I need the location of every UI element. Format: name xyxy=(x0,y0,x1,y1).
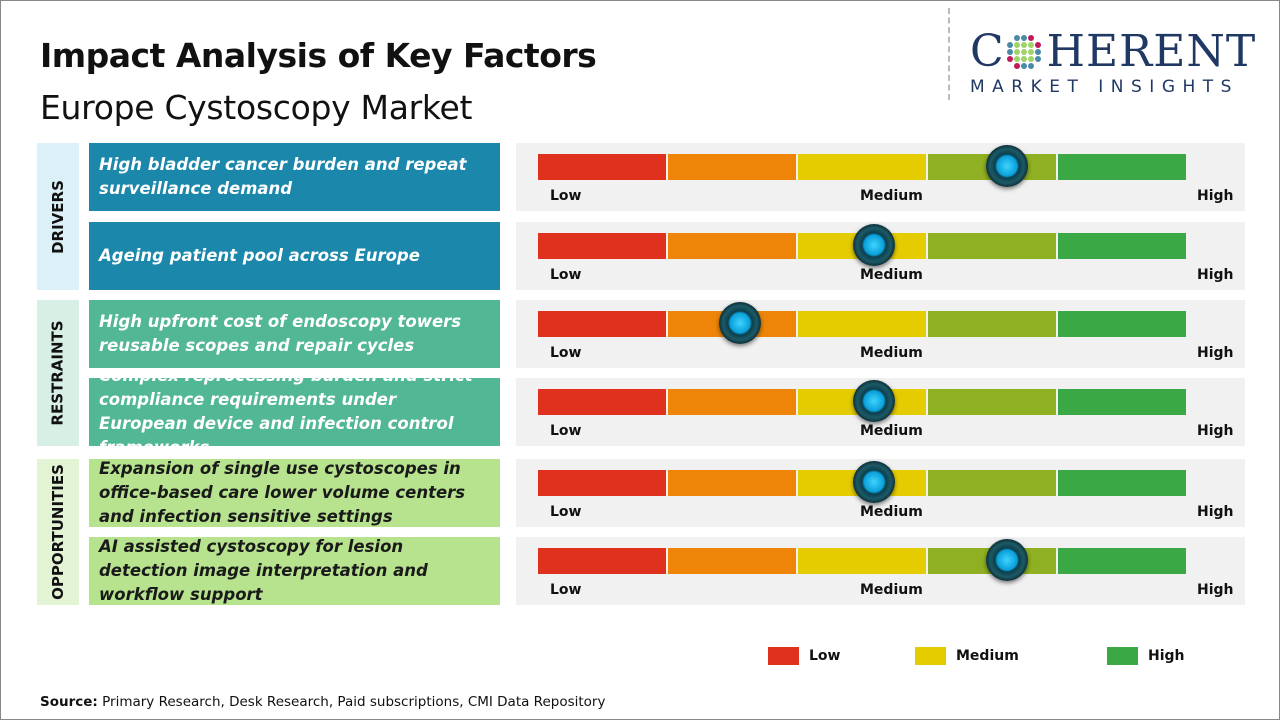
scale-segment-0 xyxy=(538,233,668,259)
scale-segment-4 xyxy=(1058,311,1186,337)
low-label: Low xyxy=(550,345,582,361)
impact-gauge: Low Medium High xyxy=(516,143,1245,211)
source-label: Source: xyxy=(40,694,98,710)
scale-segment-1 xyxy=(668,470,798,496)
factor-text: Ageing patient pool across Europe xyxy=(99,246,420,265)
scale-segment-2 xyxy=(798,311,928,337)
impact-marker-knob xyxy=(719,302,762,344)
impact-gauge: Low Medium High xyxy=(516,300,1245,368)
page-subtitle: Europe Cystoscopy Market xyxy=(40,88,473,127)
low-label: Low xyxy=(550,188,582,204)
category-name: RESTRAINTS xyxy=(49,320,68,426)
scale-segment-0 xyxy=(538,311,668,337)
factor-text: High bladder cancer burden and repeat su… xyxy=(99,155,467,198)
legend-swatch xyxy=(1107,647,1138,665)
scale-segment-3 xyxy=(928,389,1058,415)
factor-label: Expansion of single use cystoscopes in o… xyxy=(89,459,500,527)
category-label-opportunities: OPPORTUNITIES xyxy=(37,459,79,605)
impact-marker-knob xyxy=(986,145,1029,187)
impact-gauge: Low Medium High xyxy=(516,459,1245,527)
impact-scale-bar xyxy=(538,311,1186,337)
legend-label: Medium xyxy=(956,648,1019,664)
medium-label: Medium xyxy=(860,345,923,361)
medium-label: Medium xyxy=(860,582,923,598)
category-name: OPPORTUNITIES xyxy=(49,464,67,600)
legend-item: Low xyxy=(768,647,840,665)
scale-segment-1 xyxy=(668,233,798,259)
medium-label: Medium xyxy=(860,504,923,520)
factor-text: Complex reprocessing burden and strict c… xyxy=(99,366,473,457)
logo: C HERENT MARKET INSIGHTS xyxy=(970,26,1257,98)
scale-segment-0 xyxy=(538,154,668,180)
scale-segment-3 xyxy=(928,470,1058,496)
scale-segment-4 xyxy=(1058,233,1186,259)
scale-segment-1 xyxy=(668,548,798,574)
high-label: High xyxy=(1197,582,1234,598)
high-label: High xyxy=(1197,423,1234,439)
impact-gauge: Low Medium High xyxy=(516,537,1245,605)
category-label-drivers: DRIVERS xyxy=(37,143,79,290)
impact-marker-knob xyxy=(986,539,1029,581)
impact-marker-knob xyxy=(853,380,896,422)
scale-segment-0 xyxy=(538,470,668,496)
high-label: High xyxy=(1197,345,1234,361)
low-label: Low xyxy=(550,504,582,520)
category-label-restraints: RESTRAINTS xyxy=(37,300,79,446)
factor-label: Ageing patient pool across Europe xyxy=(89,222,500,290)
scale-segment-4 xyxy=(1058,470,1186,496)
factor-text: AI assisted cystoscopy for lesion detect… xyxy=(99,537,428,604)
factor-text: High upfront cost of endoscopy towers re… xyxy=(99,312,462,355)
scale-segment-4 xyxy=(1058,154,1186,180)
low-label: Low xyxy=(550,423,582,439)
legend-item: Medium xyxy=(915,647,1019,665)
impact-scale-bar xyxy=(538,548,1186,574)
factor-label: High bladder cancer burden and repeat su… xyxy=(89,143,500,211)
medium-label: Medium xyxy=(860,267,923,283)
scale-segment-2 xyxy=(798,154,928,180)
factor-text: Expansion of single use cystoscopes in o… xyxy=(99,459,466,526)
legend-swatch xyxy=(768,647,799,665)
legend-item: High xyxy=(1107,647,1185,665)
scale-segment-4 xyxy=(1058,389,1186,415)
impact-marker-knob xyxy=(853,461,896,503)
high-label: High xyxy=(1197,188,1234,204)
impact-scale-bar xyxy=(538,154,1186,180)
page-title: Impact Analysis of Key Factors xyxy=(40,36,597,75)
impact-gauge: Low Medium High xyxy=(516,378,1245,446)
impact-scale-bar xyxy=(538,389,1186,415)
factor-label: High upfront cost of endoscopy towers re… xyxy=(89,300,500,368)
impact-scale-bar xyxy=(538,470,1186,496)
high-label: High xyxy=(1197,267,1234,283)
scale-segment-3 xyxy=(928,233,1058,259)
category-name: DRIVERS xyxy=(49,179,68,254)
scale-segment-4 xyxy=(1058,548,1186,574)
legend-swatch xyxy=(915,647,946,665)
impact-gauge: Low Medium High xyxy=(516,222,1245,290)
logo-globe-icon xyxy=(1006,35,1045,69)
low-label: Low xyxy=(550,582,582,598)
legend-label: Low xyxy=(809,648,841,664)
source-text: Primary Research, Desk Research, Paid su… xyxy=(97,694,606,710)
impact-marker-knob xyxy=(853,224,896,266)
high-label: High xyxy=(1197,504,1234,520)
scale-segment-1 xyxy=(668,389,798,415)
medium-label: Medium xyxy=(860,423,923,439)
scale-segment-0 xyxy=(538,389,668,415)
scale-segment-2 xyxy=(798,548,928,574)
scale-segment-1 xyxy=(668,154,798,180)
medium-label: Medium xyxy=(860,188,923,204)
low-label: Low xyxy=(550,267,582,283)
factor-label: AI assisted cystoscopy for lesion detect… xyxy=(89,537,500,605)
factor-label: Complex reprocessing burden and strict c… xyxy=(89,366,500,457)
scale-segment-0 xyxy=(538,548,668,574)
scale-segment-3 xyxy=(928,311,1058,337)
divider xyxy=(948,8,950,100)
legend-label: High xyxy=(1148,648,1185,664)
source-note: Source: Primary Research, Desk Research,… xyxy=(40,694,605,710)
